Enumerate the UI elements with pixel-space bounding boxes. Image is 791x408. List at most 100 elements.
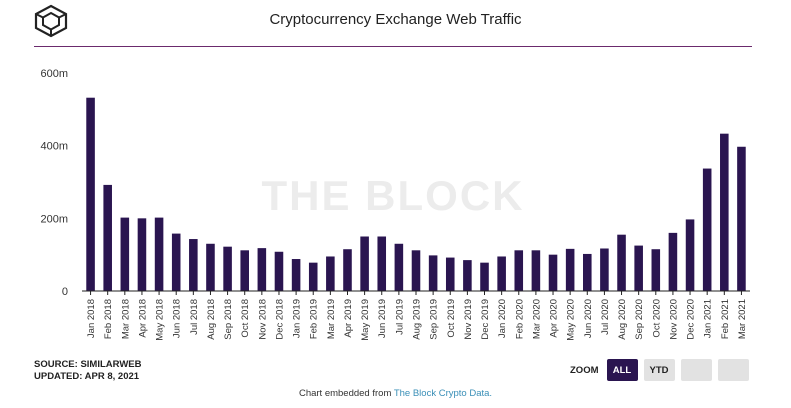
bar[interactable] (257, 248, 267, 291)
bar[interactable] (583, 253, 592, 291)
x-tick-label: Jan 2021 (703, 299, 714, 338)
bar[interactable] (343, 249, 352, 291)
bar[interactable] (86, 97, 95, 291)
y-tick-label: 0 (62, 286, 68, 298)
updated-text: UPDATED: APR 8, 2021 (34, 371, 140, 382)
bar[interactable] (497, 256, 506, 291)
x-tick-label: Aug 2020 (617, 299, 628, 340)
bar[interactable] (737, 146, 746, 291)
the-block-cube-icon (34, 4, 68, 38)
bar[interactable] (103, 184, 112, 291)
x-tick-label: Sep 2019 (429, 299, 440, 340)
x-tick-label: Jan 2018 (86, 299, 97, 338)
x-tick-label: Sep 2018 (223, 299, 234, 340)
bars (86, 97, 746, 292)
watermark: THE BLOCK (262, 172, 525, 219)
x-tick-label: Jul 2018 (189, 299, 200, 335)
y-tick-label: 600m (40, 68, 68, 80)
y-tick-label: 400m (40, 141, 68, 153)
bar[interactable] (171, 233, 181, 291)
x-tick-label: Jun 2020 (583, 299, 594, 338)
x-tick-label: Dec 2019 (480, 299, 491, 340)
bar[interactable] (377, 236, 387, 292)
embed-note: Chart embedded from The Block Crypto Dat… (0, 388, 791, 399)
bar[interactable] (223, 246, 232, 291)
bar[interactable] (137, 218, 147, 291)
zoom-button-3[interactable] (680, 359, 712, 381)
bar[interactable] (274, 251, 284, 291)
bar[interactable] (206, 243, 215, 291)
x-axis: Jan 2018 Feb 2018 Mar 2018 Apr 2018 May 2018… (86, 291, 748, 341)
y-tick-label: 200m (40, 213, 68, 225)
bar[interactable] (651, 249, 661, 291)
x-tick-label: Aug 2019 (412, 299, 423, 340)
bar[interactable] (685, 219, 695, 291)
x-tick-label: Dec 2020 (686, 299, 697, 340)
x-tick-label: Apr 2018 (137, 299, 148, 338)
bar[interactable] (189, 239, 198, 291)
bar[interactable] (480, 262, 489, 291)
x-tick-label: May 2020 (566, 299, 577, 341)
x-tick-label: Jun 2019 (377, 299, 388, 338)
x-tick-label: Oct 2020 (651, 299, 662, 338)
chart-title: Cryptocurrency Exchange Web Traffic (269, 11, 522, 28)
bar[interactable] (600, 248, 609, 291)
bar[interactable] (463, 260, 472, 291)
bar[interactable] (154, 217, 164, 291)
bar[interactable] (120, 217, 130, 291)
x-tick-label: Feb 2019 (309, 299, 320, 339)
x-tick-label: Oct 2019 (446, 299, 457, 338)
x-tick-label: Apr 2020 (549, 299, 560, 338)
embed-link[interactable]: The Block Crypto Data. (393, 388, 493, 399)
bar[interactable] (720, 133, 729, 291)
x-tick-label: Sep 2020 (634, 299, 645, 340)
x-tick-label: Apr 2019 (343, 299, 354, 338)
zoom-all-button[interactable]: ALL (606, 359, 638, 381)
bar[interactable] (514, 250, 524, 291)
x-tick-label: Jul 2019 (394, 299, 405, 335)
x-tick-label: Jun 2018 (172, 299, 183, 338)
x-tick-label: May 2018 (155, 299, 166, 341)
x-tick-label: Dec 2018 (274, 299, 285, 340)
source-note: SOURCE: SIMILARWEB UPDATED: APR 8, 2021 (34, 359, 142, 383)
bar[interactable] (445, 257, 455, 291)
bar[interactable] (411, 250, 421, 291)
zoom-ytd-button[interactable]: YTD (643, 359, 675, 381)
x-tick-label: Feb 2020 (514, 299, 525, 339)
x-tick-label: Mar 2021 (737, 299, 748, 339)
bar[interactable] (428, 255, 438, 291)
bar[interactable] (394, 243, 404, 291)
zoom-button-4[interactable] (717, 359, 749, 381)
bar[interactable] (240, 250, 249, 291)
bar[interactable] (668, 232, 678, 291)
bar[interactable] (634, 245, 643, 291)
bar[interactable] (326, 256, 335, 291)
bar[interactable] (291, 259, 301, 291)
x-tick-label: Feb 2018 (103, 299, 114, 339)
zoom-controls: ZOOM ALL YTD (570, 359, 749, 381)
x-tick-label: Nov 2018 (257, 299, 268, 340)
bar[interactable] (617, 234, 626, 291)
bar[interactable] (308, 262, 318, 291)
source-text: SOURCE: SIMILARWEB (34, 359, 142, 370)
bar[interactable] (548, 254, 558, 291)
x-tick-label: Aug 2018 (206, 299, 217, 340)
x-tick-label: Jan 2020 (497, 299, 508, 338)
bar[interactable] (702, 168, 712, 291)
x-tick-label: Mar 2019 (326, 299, 337, 339)
bar[interactable] (565, 248, 575, 291)
x-tick-label: Mar 2018 (120, 299, 131, 339)
x-tick-label: Nov 2019 (463, 299, 474, 340)
embed-text: Chart embedded from (298, 388, 394, 399)
x-tick-label: Mar 2020 (531, 299, 542, 339)
y-axis: 0 200m 400m 600m (40, 68, 68, 298)
x-tick-label: Jul 2020 (600, 299, 611, 335)
bar[interactable] (360, 236, 369, 292)
x-tick-label: Nov 2020 (668, 299, 679, 340)
x-tick-label: Feb 2021 (720, 299, 731, 339)
x-tick-label: Oct 2018 (240, 299, 251, 338)
zoom-label: ZOOM (570, 364, 599, 376)
x-tick-label: May 2019 (360, 299, 371, 341)
bar[interactable] (531, 250, 541, 291)
